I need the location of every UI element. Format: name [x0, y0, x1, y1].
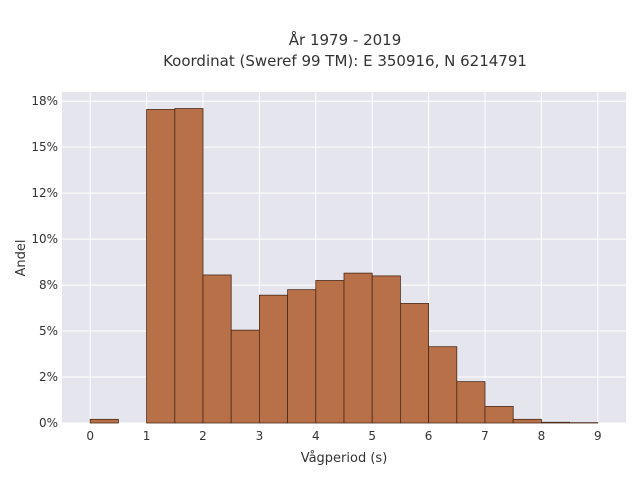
x-tick-label: 8: [538, 429, 546, 443]
x-tick-label: 6: [425, 429, 433, 443]
histogram-bar: [456, 381, 486, 424]
histogram-bar: [146, 109, 176, 424]
chart-title-line-1: År 1979 - 2019: [289, 30, 402, 49]
x-axis-label: Vågperiod (s): [301, 451, 388, 466]
x-tick-label: 9: [594, 429, 602, 443]
histogram-bar: [541, 421, 571, 424]
y-tick-label: 15%: [31, 140, 58, 154]
histogram-bar: [258, 294, 288, 424]
histogram-bar: [399, 303, 429, 424]
y-tick-label: 12%: [31, 186, 58, 200]
y-tick-label: 2%: [39, 370, 58, 384]
histogram-bar: [315, 280, 345, 424]
y-tick-label: 10%: [31, 232, 58, 246]
histogram-bar: [512, 418, 542, 424]
histogram-bar: [371, 275, 401, 424]
x-tick-label: 4: [312, 429, 320, 443]
y-tick-label: 5%: [39, 324, 58, 338]
histogram-bar: [428, 346, 458, 424]
x-tick-label: 7: [481, 429, 489, 443]
histogram-bar: [174, 108, 204, 424]
y-axis-ticks: 0% 2% 5% 8% 10% 12% 15% 18%: [31, 94, 58, 430]
histogram-bar: [202, 274, 232, 424]
x-tick-label: 1: [143, 429, 151, 443]
x-axis-ticks: 0 1 2 3 4 5 6 7 8 9: [86, 429, 601, 443]
y-axis-label: Andel: [14, 240, 29, 277]
x-tick-label: 2: [199, 429, 207, 443]
histogram-bar: [484, 406, 514, 424]
bars: [89, 108, 599, 424]
histogram-bar: [89, 418, 119, 424]
y-tick-label: 0%: [39, 416, 58, 430]
chart-title-line-2: Koordinat (Sweref 99 TM): E 350916, N 62…: [163, 52, 527, 70]
y-tick-label: 18%: [31, 94, 58, 108]
x-tick-label: 0: [86, 429, 94, 443]
histogram-bar: [343, 272, 373, 424]
x-tick-label: 3: [256, 429, 264, 443]
histogram-bar: [287, 289, 317, 424]
y-tick-label: 8%: [39, 278, 58, 292]
x-tick-label: 5: [368, 429, 376, 443]
histogram-bar: [230, 329, 260, 424]
